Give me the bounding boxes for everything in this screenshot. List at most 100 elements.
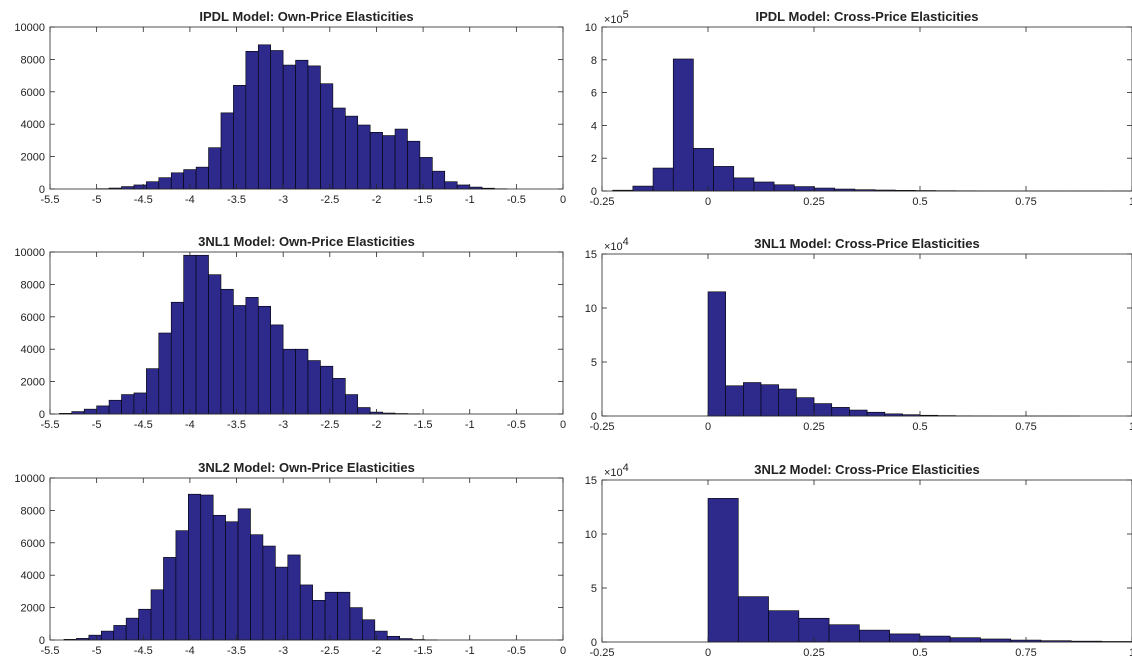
histogram-bar <box>456 184 470 190</box>
y-tick-label: 0 <box>591 637 597 649</box>
histogram-bar <box>672 58 694 192</box>
histogram-bar <box>208 274 222 415</box>
x-tick-label: 0 <box>705 647 711 659</box>
histogram-bar <box>444 181 458 190</box>
histogram-bar <box>158 332 172 415</box>
x-tick-label: 0.25 <box>803 647 824 659</box>
chart-title: IPDL Model: Cross-Price Elasticities <box>756 9 979 24</box>
x-tick-label: 0.5 <box>912 421 927 433</box>
histogram-bar <box>357 407 371 415</box>
x-tick-label: -4.5 <box>134 419 153 431</box>
axes-frame <box>601 253 1132 417</box>
histogram-bar <box>320 365 334 415</box>
y-axis-multiplier: ×105 <box>604 9 629 26</box>
y-tick-label: 2000 <box>21 603 45 615</box>
histogram-bar <box>394 128 408 190</box>
histogram-bar <box>707 498 739 643</box>
histogram-bar <box>733 177 755 192</box>
histogram-bar <box>133 392 147 415</box>
histogram-bar <box>312 600 326 641</box>
x-tick-label: -2.5 <box>320 645 339 657</box>
histogram-bar <box>121 394 135 415</box>
histogram-bar <box>113 625 127 641</box>
x-tick-label: 0.75 <box>1015 196 1036 208</box>
histogram-bar <box>743 382 762 417</box>
axes-frame <box>49 251 564 415</box>
x-tick-label: -3 <box>278 194 288 206</box>
histogram-bar <box>245 50 259 190</box>
chart-title: IPDL Model: Own-Price Elasticities <box>199 9 413 24</box>
y-tick-label: 4000 <box>21 344 45 356</box>
axes-frame <box>601 479 1132 643</box>
y-tick-label: 2000 <box>21 152 45 164</box>
histogram-bar <box>652 167 674 192</box>
histogram-bar <box>262 545 276 641</box>
x-tick-label: -2 <box>372 419 382 431</box>
histogram-bar <box>163 557 177 641</box>
y-tick-label: 0 <box>39 409 45 421</box>
histogram-bar <box>307 360 321 415</box>
x-tick-label: -0.5 <box>507 645 526 657</box>
histogram-bar <box>332 378 346 415</box>
x-tick-label: -1.5 <box>414 419 433 431</box>
y-axis-multiplier-exponent: 5 <box>623 9 629 21</box>
histogram-bar <box>357 124 371 190</box>
histogram-bar <box>760 384 780 417</box>
histogram-bar <box>257 44 271 190</box>
y-tick-label: 10000 <box>14 22 45 34</box>
y-tick-label: 4000 <box>21 570 45 582</box>
axes-frame <box>49 477 564 641</box>
x-tick-label: 0.75 <box>1015 647 1036 659</box>
histogram-bar <box>369 132 383 190</box>
x-tick-label: -3 <box>278 645 288 657</box>
chart-title: 3NL2 Model: Cross-Price Elasticities <box>754 462 979 477</box>
x-tick-label: -1 <box>465 194 475 206</box>
x-tick-label: 0.5 <box>912 647 927 659</box>
histogram-bar <box>362 619 376 641</box>
histogram-bar <box>725 385 744 417</box>
axes-frame <box>601 26 1132 192</box>
histogram-bar <box>188 493 202 641</box>
y-tick-label: 6000 <box>21 87 45 99</box>
chart-title: 3NL1 Model: Own-Price Elasticities <box>198 234 415 249</box>
chart-title: 3NL2 Model: Own-Price Elasticities <box>198 460 415 475</box>
histogram-bar <box>237 508 251 641</box>
histogram-bar <box>212 514 226 641</box>
histogram-bar <box>407 140 421 190</box>
x-tick-label: 0 <box>560 645 566 657</box>
histogram-bar <box>195 166 209 190</box>
y-tick-label: 5 <box>591 357 597 369</box>
y-tick-label: 0 <box>39 184 45 196</box>
histogram-bar <box>768 610 800 643</box>
y-axis-multiplier: ×104 <box>604 462 629 479</box>
histogram-bar <box>813 403 833 417</box>
histogram-bar <box>96 405 110 415</box>
histogram-bar <box>108 399 122 415</box>
chart-panel: -5.5 -5 -4.5 -4 -3.5 -3 -2.5 -2 -1.5 -1 -0.5 0 0 2000… <box>14 460 566 657</box>
histogram-bar <box>332 107 346 190</box>
x-tick-label: -1 <box>465 419 475 431</box>
x-tick-label: 0 <box>560 419 566 431</box>
y-tick-label: 8000 <box>21 279 45 291</box>
x-tick-label: -0.25 <box>589 647 614 659</box>
y-tick-label: 4000 <box>21 119 45 131</box>
x-tick-label: 1 <box>1129 421 1132 433</box>
y-tick-label: 10000 <box>14 247 45 259</box>
y-axis-multiplier: ×104 <box>604 236 629 253</box>
histogram-bar <box>100 630 115 641</box>
histogram-bar <box>220 112 234 190</box>
histogram-bar <box>349 607 363 641</box>
axes-frame <box>49 26 564 190</box>
x-tick-label: -4 <box>185 419 195 431</box>
y-tick-label: 6 <box>591 88 597 100</box>
histogram-bar <box>419 157 433 190</box>
chart-panel: -5.5 -5 -4.5 -4 -3.5 -3 -2.5 -2 -1.5 -1 -0.5 0 0 2000… <box>14 234 566 431</box>
x-tick-label: -5 <box>92 645 102 657</box>
x-tick-label: -4.5 <box>134 645 153 657</box>
histogram-bar <box>170 172 184 190</box>
y-tick-label: 6000 <box>21 312 45 324</box>
histogram-bar <box>432 170 446 190</box>
